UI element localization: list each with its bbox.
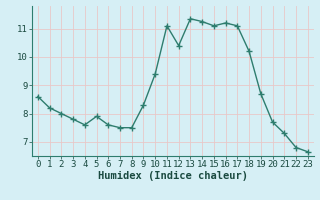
X-axis label: Humidex (Indice chaleur): Humidex (Indice chaleur) [98,171,248,181]
